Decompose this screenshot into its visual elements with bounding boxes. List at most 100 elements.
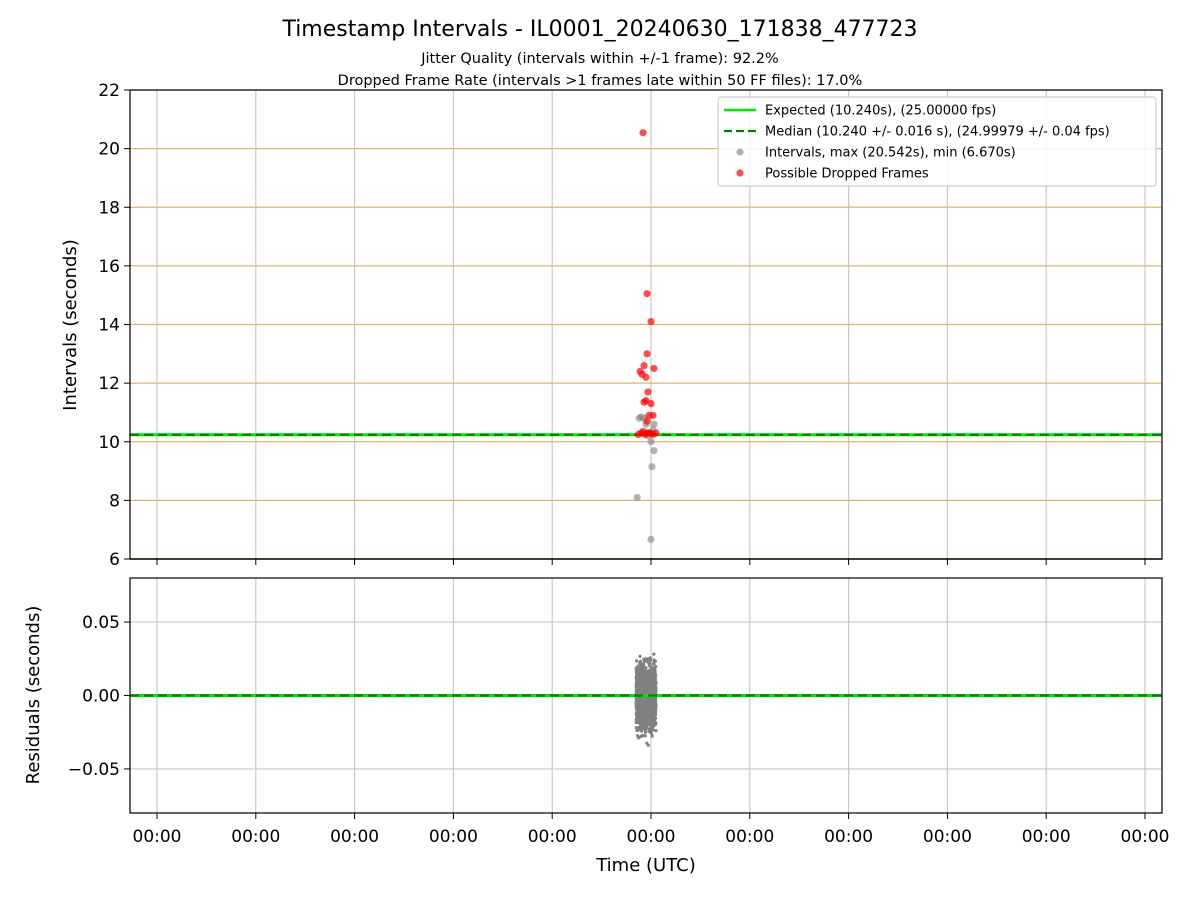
intervals-ytick-label: 14 bbox=[98, 316, 120, 336]
residual-point bbox=[636, 728, 641, 732]
residuals-plot: −0.05 0.00 0.05 00:00 00:00 00:00 00:00 00:00 00… bbox=[68, 577, 1170, 847]
residual-point bbox=[646, 743, 650, 747]
residual-point bbox=[653, 696, 657, 700]
dropped-frame-point bbox=[640, 398, 648, 406]
residual-point bbox=[652, 662, 656, 666]
chart-subtitle-dropped: Dropped Frame Rate (intervals >1 frames … bbox=[338, 73, 863, 89]
residuals-plot-frame bbox=[129, 577, 1163, 814]
residual-point bbox=[649, 676, 653, 680]
residual-point bbox=[646, 676, 650, 680]
dropped-frame-point bbox=[643, 350, 651, 358]
residual-point bbox=[638, 654, 642, 658]
residual-point bbox=[643, 708, 647, 712]
residual-point bbox=[639, 716, 644, 720]
interval-point bbox=[650, 446, 658, 455]
residual-point bbox=[647, 671, 651, 675]
residual-point bbox=[644, 698, 648, 702]
residual-point bbox=[651, 715, 655, 719]
residual-point bbox=[652, 658, 656, 662]
residual-point bbox=[642, 721, 646, 725]
chart-subtitle-jitter: Jitter Quality (intervals within +/-1 fr… bbox=[420, 51, 779, 67]
residual-point bbox=[637, 706, 641, 710]
x-axis-label: Time (UTC) bbox=[595, 855, 696, 876]
residuals-y-axis-label: Residuals (seconds) bbox=[23, 606, 44, 785]
dropped-frame-point bbox=[647, 429, 655, 438]
residual-point bbox=[638, 688, 642, 693]
legend-entry-label: Intervals, max (20.542s), min (6.670s) bbox=[765, 146, 1016, 161]
residual-point bbox=[640, 673, 644, 677]
legend: Expected (10.240s), (25.00000 fps) Median… bbox=[717, 96, 1157, 187]
residual-point bbox=[646, 690, 650, 694]
residuals-xtick-label: 00:00 bbox=[725, 827, 774, 847]
residual-point bbox=[635, 667, 639, 671]
residual-point bbox=[652, 652, 656, 656]
residual-point bbox=[644, 702, 648, 706]
intervals-ytick-label: 20 bbox=[98, 140, 120, 160]
residual-point bbox=[649, 656, 653, 661]
residual-point bbox=[653, 678, 657, 682]
residual-point bbox=[640, 670, 644, 674]
residual-point bbox=[649, 680, 654, 684]
interval-point bbox=[633, 493, 641, 502]
residuals-xtick-label: 00:00 bbox=[429, 827, 478, 847]
residual-point bbox=[646, 657, 650, 661]
residual-point bbox=[642, 675, 646, 679]
residual-point bbox=[652, 682, 656, 686]
interval-point bbox=[647, 535, 655, 543]
residual-point bbox=[650, 686, 654, 690]
intervals-ytick-label: 18 bbox=[98, 198, 120, 218]
residual-point bbox=[636, 736, 641, 740]
intervals-y-axis-label: Intervals (seconds) bbox=[60, 239, 81, 411]
residual-point bbox=[649, 665, 653, 669]
residual-point bbox=[637, 701, 642, 705]
residual-point bbox=[635, 678, 639, 682]
residual-point bbox=[652, 686, 656, 690]
residuals-ytick-label: 0.05 bbox=[82, 613, 120, 633]
residuals-ytick-label: 0.00 bbox=[82, 687, 120, 707]
legend-interval-swatch bbox=[736, 148, 744, 156]
dropped-frame-point bbox=[643, 290, 651, 298]
residual-point bbox=[650, 673, 654, 678]
residuals-ytick-label: −0.05 bbox=[68, 760, 120, 780]
residual-point bbox=[647, 700, 652, 704]
legend-dropped-swatch bbox=[736, 169, 744, 177]
dropped-frame-point bbox=[649, 411, 657, 419]
legend-box bbox=[717, 96, 1157, 187]
residual-point bbox=[642, 682, 646, 686]
chart-title: Timestamp Intervals - IL0001_20240630_17… bbox=[281, 17, 917, 42]
residual-point bbox=[653, 700, 658, 704]
intervals-ytick-label: 22 bbox=[98, 81, 120, 101]
residual-point bbox=[650, 734, 654, 738]
residual-point bbox=[647, 708, 651, 712]
residual-point bbox=[641, 708, 645, 712]
intervals-plot-frame bbox=[129, 89, 1163, 560]
dropped-frame-point bbox=[640, 361, 648, 370]
residuals-xtick-label: 00:00 bbox=[824, 827, 873, 847]
intervals-ytick-label: 12 bbox=[98, 374, 120, 394]
residual-point bbox=[654, 680, 658, 684]
residual-point bbox=[634, 688, 638, 693]
residual-point bbox=[650, 691, 654, 695]
residual-point bbox=[649, 702, 653, 706]
residual-point bbox=[652, 712, 656, 716]
residuals-xtick-label: 00:00 bbox=[1121, 827, 1170, 847]
intervals-ytick-label: 10 bbox=[98, 433, 120, 453]
residual-point bbox=[642, 712, 646, 716]
interval-point bbox=[648, 463, 656, 471]
residual-point bbox=[647, 719, 652, 724]
residual-point bbox=[640, 705, 644, 709]
residuals-xtick-label: 00:00 bbox=[330, 827, 379, 847]
intervals-ytick-label: 16 bbox=[98, 257, 120, 277]
legend-entry-label: Median (10.240 +/- 0.016 s), (24.99979 +… bbox=[765, 125, 1110, 140]
dropped-frame-point bbox=[650, 364, 658, 373]
residual-point bbox=[638, 675, 642, 680]
residuals-xtick-label: 00:00 bbox=[231, 827, 280, 847]
residual-point bbox=[640, 702, 644, 706]
interval-point bbox=[647, 438, 655, 446]
dropped-frame-point bbox=[647, 317, 655, 326]
residual-point bbox=[635, 659, 639, 663]
dropped-frame-point bbox=[639, 129, 647, 137]
dropped-frame-point bbox=[644, 388, 652, 396]
residual-point bbox=[654, 729, 658, 733]
residual-point bbox=[642, 659, 647, 663]
